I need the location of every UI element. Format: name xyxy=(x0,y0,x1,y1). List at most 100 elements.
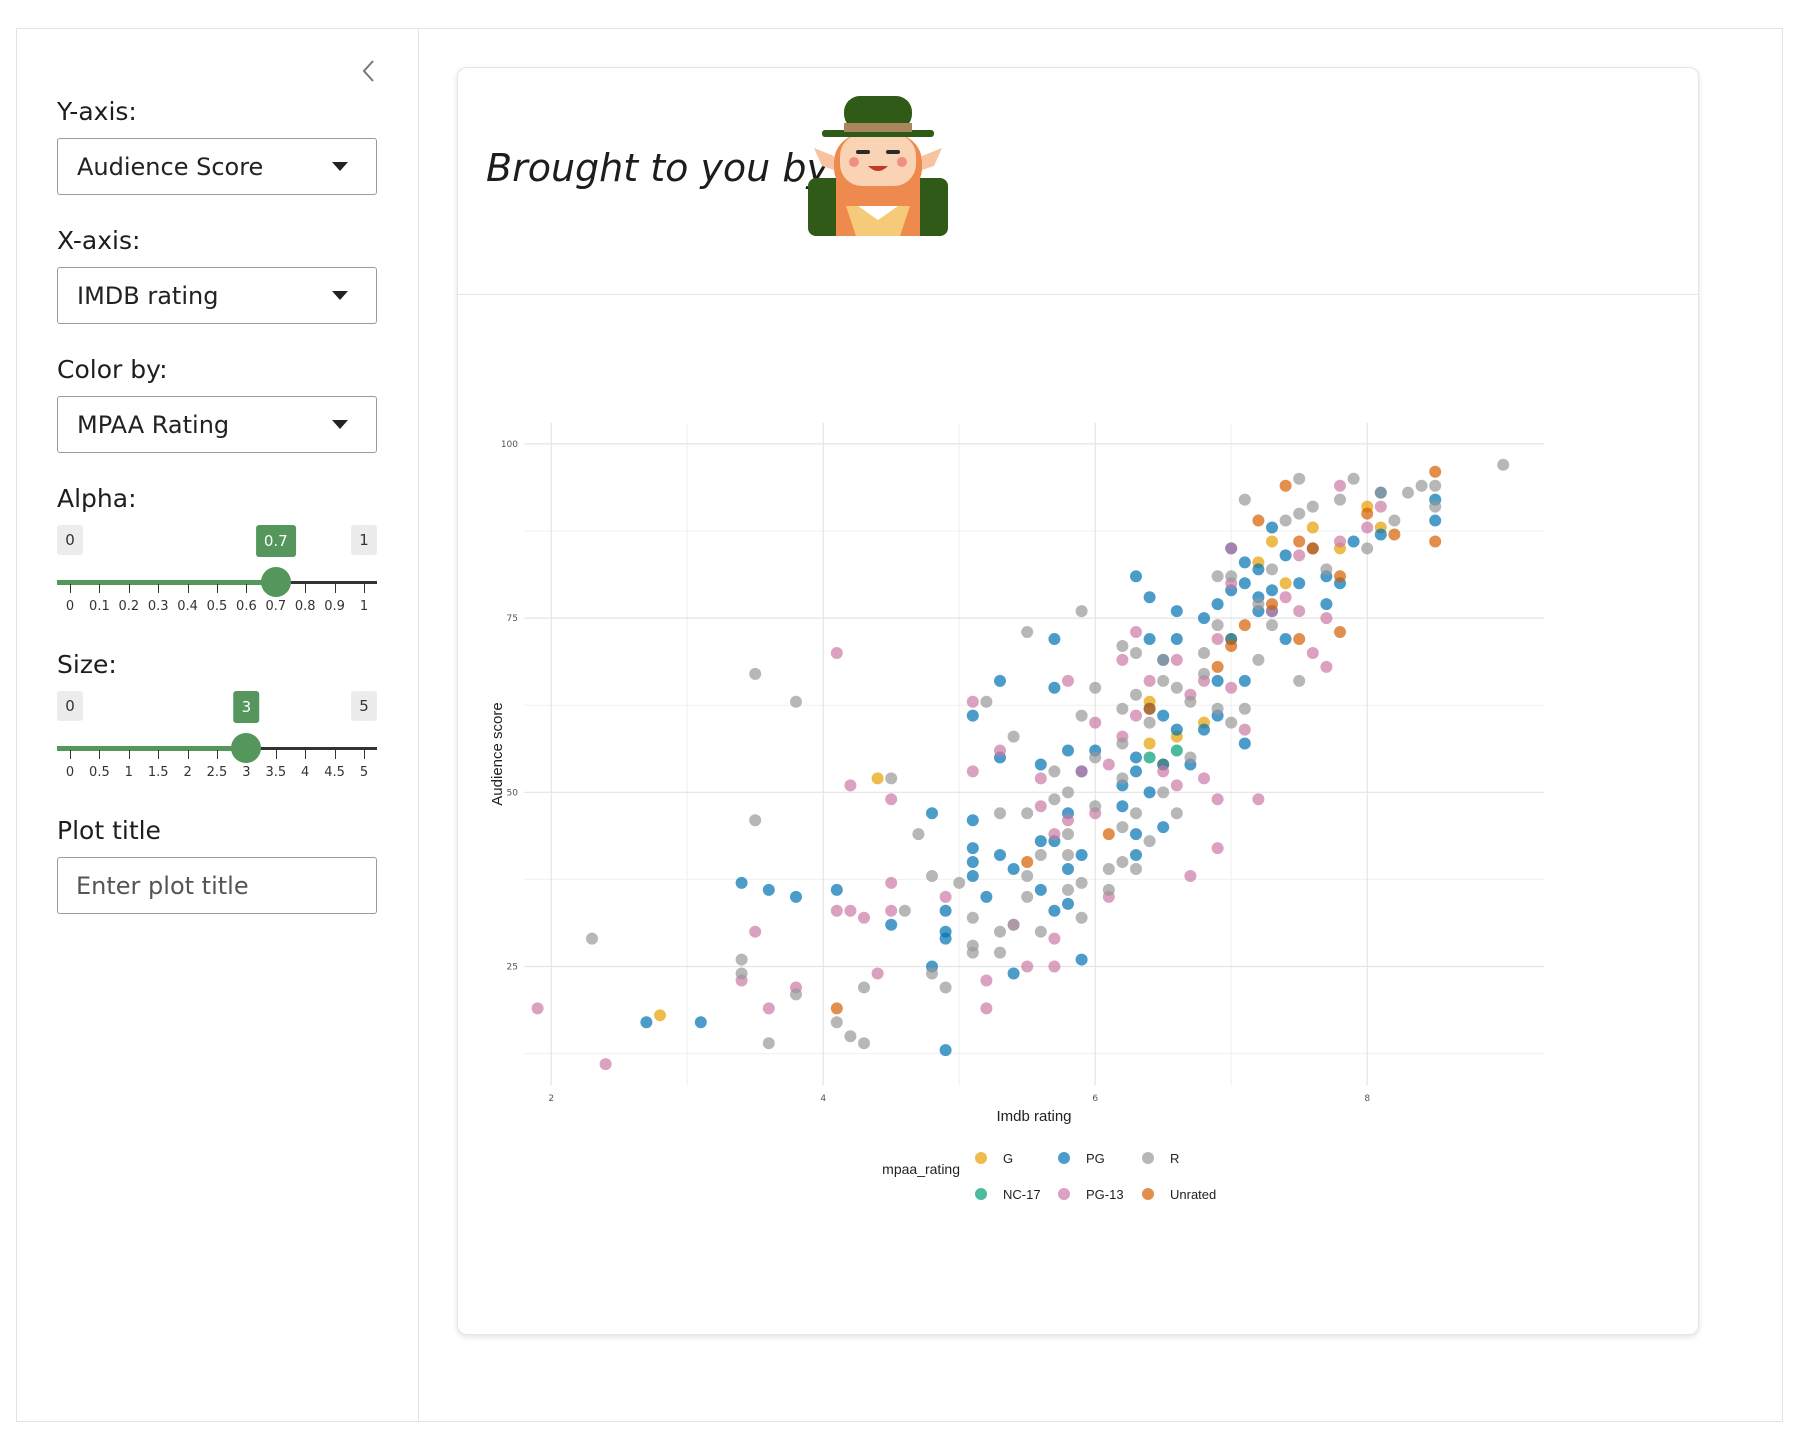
slider-tick xyxy=(128,584,130,593)
data-point xyxy=(1116,702,1129,715)
data-point xyxy=(1225,542,1238,555)
data-point xyxy=(1007,918,1020,931)
data-point xyxy=(1116,653,1129,666)
data-point xyxy=(1089,751,1102,764)
data-point xyxy=(1143,674,1156,687)
size-slider[interactable]: 0 5 3 0 0.5 1 1.5 2 2.5 3 3.5 4 4.5 5 xyxy=(57,691,377,791)
data-point xyxy=(966,765,979,778)
data-point xyxy=(1170,807,1183,820)
slider-tick-label: 2 xyxy=(183,765,192,780)
data-point xyxy=(966,946,979,959)
yaxis-select[interactable]: Audience Score xyxy=(57,138,377,195)
legend-label: Unrated xyxy=(1170,1187,1216,1202)
data-point xyxy=(790,695,802,708)
data-point xyxy=(1170,605,1183,618)
data-point xyxy=(1266,598,1278,611)
data-point xyxy=(1021,807,1034,820)
app-window: Y-axis: Audience Score X-axis: IMDB rati… xyxy=(16,28,1783,1422)
yaxis-selected-value: Audience Score xyxy=(77,153,264,181)
data-point xyxy=(1238,674,1251,687)
data-point xyxy=(1034,883,1047,896)
slider-tick-label: 1.5 xyxy=(147,765,169,780)
data-point xyxy=(939,981,952,994)
data-point xyxy=(1238,619,1251,632)
data-point xyxy=(1279,591,1292,604)
data-point xyxy=(1062,744,1074,757)
data-point xyxy=(1415,479,1428,492)
data-point xyxy=(1170,744,1183,757)
x-axis-title: Imdb rating xyxy=(996,1108,1071,1125)
data-point xyxy=(1293,472,1306,485)
data-point xyxy=(1102,862,1115,875)
data-point xyxy=(980,974,993,987)
data-point xyxy=(1170,779,1183,792)
y-tick-label: 100 xyxy=(501,440,518,450)
alpha-slider[interactable]: 0 1 0.7 0 0.1 0.2 0.3 0.4 0.5 0.6 0.7 0.8 0.9 1 xyxy=(57,525,377,625)
legend-title: mpaa_rating xyxy=(882,1161,960,1177)
slider-tick xyxy=(364,750,365,759)
data-point xyxy=(1143,751,1156,764)
plot-title-input[interactable] xyxy=(57,857,377,914)
data-point xyxy=(844,1030,857,1043)
data-point xyxy=(1130,570,1142,583)
legend-key xyxy=(975,1152,987,1164)
data-point xyxy=(1225,570,1238,583)
data-point xyxy=(1211,793,1224,806)
card-header: Brought to you by xyxy=(458,68,1698,295)
data-point xyxy=(966,842,979,855)
size-slider-handle[interactable] xyxy=(231,733,262,763)
slider-tick xyxy=(364,584,365,593)
xaxis-select[interactable]: IMDB rating xyxy=(57,267,377,324)
data-point xyxy=(1048,633,1061,646)
slider-tick xyxy=(99,584,101,593)
data-point xyxy=(858,981,870,994)
data-point xyxy=(1062,814,1074,827)
colorby-select[interactable]: MPAA Rating xyxy=(57,396,377,453)
colorby-label: Color by: xyxy=(57,355,168,384)
data-point xyxy=(1075,876,1088,889)
data-point xyxy=(1157,786,1170,799)
data-point xyxy=(1388,514,1401,527)
data-point xyxy=(830,904,843,917)
data-point xyxy=(885,793,898,806)
data-point xyxy=(1252,563,1265,576)
data-point xyxy=(1021,869,1034,882)
data-point xyxy=(1048,932,1061,945)
data-point xyxy=(1198,667,1210,680)
data-point xyxy=(1361,521,1374,534)
data-point xyxy=(1184,869,1197,882)
slider-tick xyxy=(334,750,336,759)
legend-label: NC-17 xyxy=(1003,1187,1041,1202)
slider-tick xyxy=(305,584,307,593)
data-point xyxy=(885,876,898,889)
size-value-badge: 3 xyxy=(233,691,260,723)
data-point xyxy=(1130,862,1142,875)
slider-tick-label: 1 xyxy=(124,765,133,780)
data-point xyxy=(1143,737,1156,750)
data-point xyxy=(1279,479,1292,492)
data-point xyxy=(1347,472,1360,485)
data-point xyxy=(1007,967,1020,980)
data-point xyxy=(1170,723,1183,736)
data-point xyxy=(1320,612,1333,625)
data-point xyxy=(1293,577,1306,590)
data-point xyxy=(830,1016,843,1029)
data-point xyxy=(1238,737,1251,750)
data-point xyxy=(1361,542,1374,555)
alpha-value-badge: 0.7 xyxy=(255,525,296,557)
data-point xyxy=(1293,549,1306,562)
data-point xyxy=(1130,828,1142,841)
data-point xyxy=(898,904,911,917)
data-point xyxy=(1429,514,1442,527)
size-label: Size: xyxy=(57,650,117,679)
y-tick-label: 50 xyxy=(507,788,519,798)
alpha-label: Alpha: xyxy=(57,484,137,513)
data-point xyxy=(966,911,979,924)
yaxis-label: Y-axis: xyxy=(57,97,137,126)
alpha-slider-handle[interactable] xyxy=(260,567,291,597)
data-point xyxy=(735,967,748,980)
data-point xyxy=(1034,758,1047,771)
data-point xyxy=(1238,702,1251,715)
sidebar-collapse-button[interactable] xyxy=(353,51,385,91)
data-point xyxy=(1102,758,1115,771)
